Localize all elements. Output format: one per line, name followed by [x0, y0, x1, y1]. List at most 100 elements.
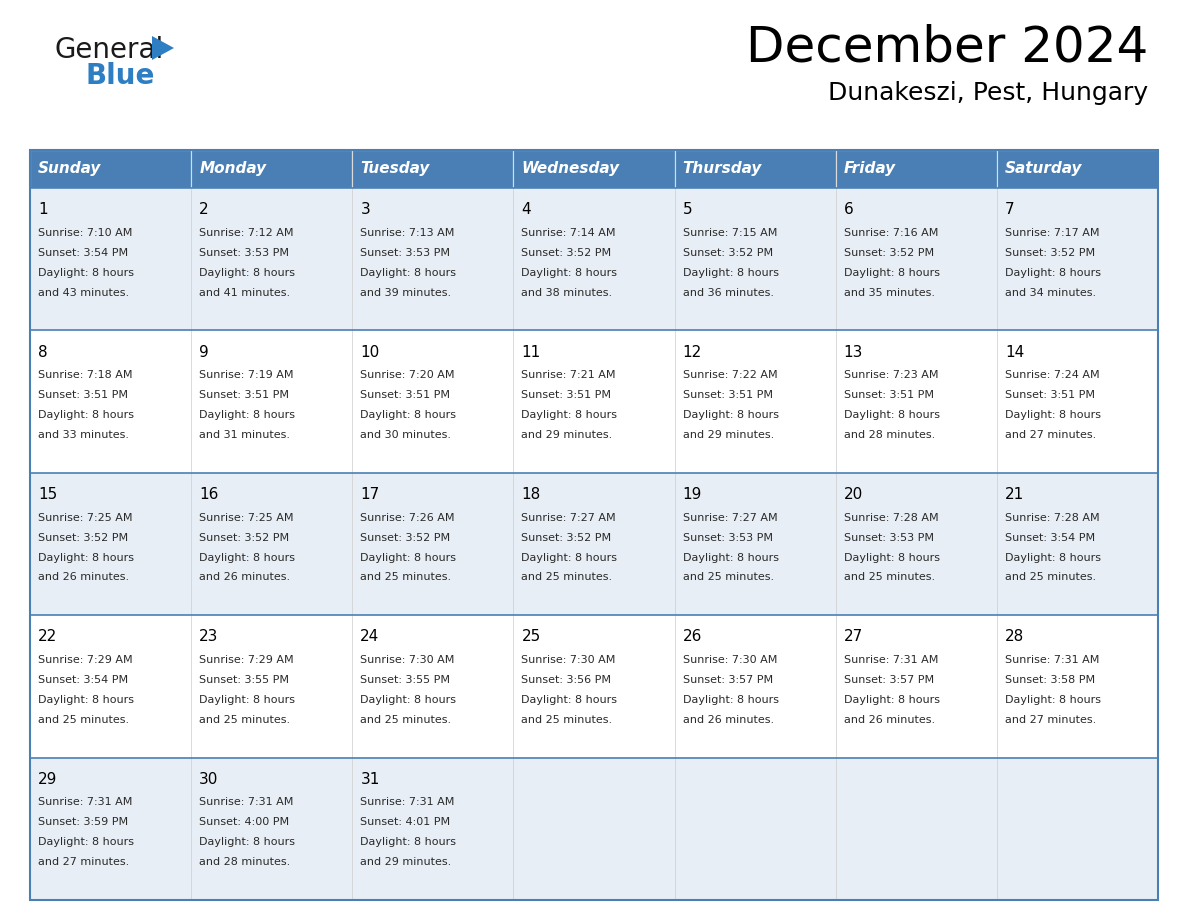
Bar — [675, 150, 835, 188]
Text: Sunrise: 7:29 AM: Sunrise: 7:29 AM — [200, 655, 293, 665]
Text: 15: 15 — [38, 487, 57, 502]
Text: 23: 23 — [200, 630, 219, 644]
Text: Daylight: 8 hours: Daylight: 8 hours — [360, 695, 456, 705]
Text: Daylight: 8 hours: Daylight: 8 hours — [360, 268, 456, 278]
Text: Daylight: 8 hours: Daylight: 8 hours — [843, 695, 940, 705]
Text: and 25 minutes.: and 25 minutes. — [522, 715, 613, 725]
Text: Sunrise: 7:29 AM: Sunrise: 7:29 AM — [38, 655, 133, 665]
Text: 18: 18 — [522, 487, 541, 502]
Text: 8: 8 — [38, 344, 48, 360]
Text: and 25 minutes.: and 25 minutes. — [360, 715, 451, 725]
Text: 20: 20 — [843, 487, 862, 502]
Text: Sunset: 3:52 PM: Sunset: 3:52 PM — [683, 248, 772, 258]
Text: Sunset: 3:52 PM: Sunset: 3:52 PM — [843, 248, 934, 258]
Text: Sunset: 3:52 PM: Sunset: 3:52 PM — [200, 532, 290, 543]
Text: Daylight: 8 hours: Daylight: 8 hours — [38, 553, 134, 563]
Text: 31: 31 — [360, 772, 380, 787]
Text: Daylight: 8 hours: Daylight: 8 hours — [683, 268, 778, 278]
Text: Sunrise: 7:31 AM: Sunrise: 7:31 AM — [1005, 655, 1099, 665]
Text: Sunrise: 7:26 AM: Sunrise: 7:26 AM — [360, 512, 455, 522]
Text: Sunset: 4:01 PM: Sunset: 4:01 PM — [360, 817, 450, 827]
Text: 17: 17 — [360, 487, 380, 502]
Text: and 25 minutes.: and 25 minutes. — [843, 573, 935, 583]
Text: 11: 11 — [522, 344, 541, 360]
Text: Sunrise: 7:20 AM: Sunrise: 7:20 AM — [360, 370, 455, 380]
Text: Daylight: 8 hours: Daylight: 8 hours — [1005, 410, 1101, 420]
Text: Sunrise: 7:23 AM: Sunrise: 7:23 AM — [843, 370, 939, 380]
Text: Sunset: 3:51 PM: Sunset: 3:51 PM — [360, 390, 450, 400]
Text: 25: 25 — [522, 630, 541, 644]
Text: Sunrise: 7:31 AM: Sunrise: 7:31 AM — [843, 655, 939, 665]
Text: and 41 minutes.: and 41 minutes. — [200, 287, 290, 297]
Text: and 35 minutes.: and 35 minutes. — [843, 287, 935, 297]
Text: Daylight: 8 hours: Daylight: 8 hours — [200, 837, 295, 847]
Text: 13: 13 — [843, 344, 864, 360]
Text: Sunrise: 7:17 AM: Sunrise: 7:17 AM — [1005, 228, 1099, 238]
Text: and 26 minutes.: and 26 minutes. — [200, 573, 290, 583]
Text: Sunset: 3:51 PM: Sunset: 3:51 PM — [38, 390, 128, 400]
Text: Sunset: 3:55 PM: Sunset: 3:55 PM — [200, 675, 289, 685]
Text: and 25 minutes.: and 25 minutes. — [38, 715, 129, 725]
Text: Sunset: 3:51 PM: Sunset: 3:51 PM — [200, 390, 289, 400]
Text: Sunset: 3:53 PM: Sunset: 3:53 PM — [360, 248, 450, 258]
Text: Sunrise: 7:30 AM: Sunrise: 7:30 AM — [360, 655, 455, 665]
Text: Daylight: 8 hours: Daylight: 8 hours — [683, 410, 778, 420]
Text: and 28 minutes.: and 28 minutes. — [843, 430, 935, 440]
Text: Sunrise: 7:30 AM: Sunrise: 7:30 AM — [522, 655, 615, 665]
Text: Dunakeszi, Pest, Hungary: Dunakeszi, Pest, Hungary — [828, 81, 1148, 105]
Text: Sunday: Sunday — [38, 162, 101, 176]
Text: 10: 10 — [360, 344, 380, 360]
Text: and 29 minutes.: and 29 minutes. — [360, 857, 451, 868]
Text: Sunset: 3:52 PM: Sunset: 3:52 PM — [522, 532, 612, 543]
Text: Daylight: 8 hours: Daylight: 8 hours — [200, 268, 295, 278]
Text: Friday: Friday — [843, 162, 896, 176]
Text: Daylight: 8 hours: Daylight: 8 hours — [843, 268, 940, 278]
Text: 19: 19 — [683, 487, 702, 502]
Text: 24: 24 — [360, 630, 380, 644]
Text: Sunrise: 7:24 AM: Sunrise: 7:24 AM — [1005, 370, 1100, 380]
Text: and 43 minutes.: and 43 minutes. — [38, 287, 129, 297]
Text: Sunrise: 7:13 AM: Sunrise: 7:13 AM — [360, 228, 455, 238]
Bar — [30, 615, 1158, 757]
Text: Sunrise: 7:25 AM: Sunrise: 7:25 AM — [200, 512, 293, 522]
Text: and 38 minutes.: and 38 minutes. — [522, 287, 613, 297]
Text: 7: 7 — [1005, 202, 1015, 218]
Text: Sunrise: 7:27 AM: Sunrise: 7:27 AM — [522, 512, 617, 522]
Text: Sunset: 3:53 PM: Sunset: 3:53 PM — [683, 532, 772, 543]
Text: Sunset: 3:57 PM: Sunset: 3:57 PM — [843, 675, 934, 685]
Text: and 28 minutes.: and 28 minutes. — [200, 857, 290, 868]
Text: Sunset: 3:53 PM: Sunset: 3:53 PM — [200, 248, 289, 258]
Text: and 25 minutes.: and 25 minutes. — [360, 573, 451, 583]
Text: and 30 minutes.: and 30 minutes. — [360, 430, 451, 440]
Text: Sunset: 3:51 PM: Sunset: 3:51 PM — [1005, 390, 1095, 400]
Text: Sunset: 3:52 PM: Sunset: 3:52 PM — [1005, 248, 1095, 258]
Text: and 39 minutes.: and 39 minutes. — [360, 287, 451, 297]
Text: 29: 29 — [38, 772, 57, 787]
Text: Daylight: 8 hours: Daylight: 8 hours — [200, 553, 295, 563]
Text: Daylight: 8 hours: Daylight: 8 hours — [1005, 553, 1101, 563]
Bar — [30, 150, 1158, 900]
Bar — [30, 330, 1158, 473]
Text: Sunset: 3:51 PM: Sunset: 3:51 PM — [683, 390, 772, 400]
Text: and 26 minutes.: and 26 minutes. — [843, 715, 935, 725]
Text: 27: 27 — [843, 630, 862, 644]
Text: 16: 16 — [200, 487, 219, 502]
Text: and 33 minutes.: and 33 minutes. — [38, 430, 129, 440]
Text: and 27 minutes.: and 27 minutes. — [38, 857, 129, 868]
Text: Sunrise: 7:31 AM: Sunrise: 7:31 AM — [200, 798, 293, 808]
Text: Daylight: 8 hours: Daylight: 8 hours — [360, 837, 456, 847]
Text: Sunset: 3:52 PM: Sunset: 3:52 PM — [522, 248, 612, 258]
Text: Sunrise: 7:21 AM: Sunrise: 7:21 AM — [522, 370, 617, 380]
Text: Sunrise: 7:19 AM: Sunrise: 7:19 AM — [200, 370, 293, 380]
Bar — [353, 150, 513, 188]
Text: Daylight: 8 hours: Daylight: 8 hours — [200, 695, 295, 705]
Text: and 34 minutes.: and 34 minutes. — [1005, 287, 1097, 297]
Text: Daylight: 8 hours: Daylight: 8 hours — [522, 695, 618, 705]
Text: and 25 minutes.: and 25 minutes. — [200, 715, 290, 725]
Text: Sunset: 3:52 PM: Sunset: 3:52 PM — [360, 532, 450, 543]
Text: Sunrise: 7:12 AM: Sunrise: 7:12 AM — [200, 228, 293, 238]
Text: Daylight: 8 hours: Daylight: 8 hours — [38, 410, 134, 420]
Text: and 25 minutes.: and 25 minutes. — [522, 573, 613, 583]
Text: and 26 minutes.: and 26 minutes. — [683, 715, 773, 725]
Text: Sunrise: 7:10 AM: Sunrise: 7:10 AM — [38, 228, 132, 238]
